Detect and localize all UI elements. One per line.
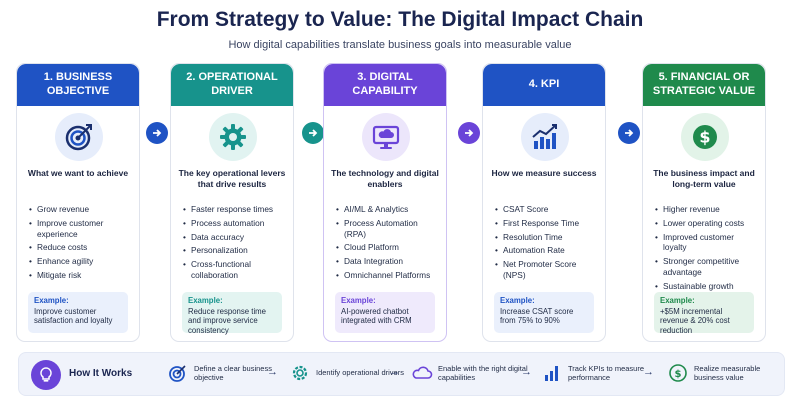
step-define-objective: Define a clear business objective: [167, 362, 286, 384]
list-item: Lower operating costs: [655, 218, 759, 229]
card-header: 5. FINANCIAL OR STRATEGIC VALUE: [643, 64, 765, 106]
list-item: Mitigate risk: [29, 270, 133, 281]
arrow-right-icon: →: [643, 366, 654, 378]
example-title: Example:: [188, 296, 223, 305]
example-box: Example: Increase CSAT score from 75% to…: [494, 292, 594, 333]
step-text: Identify operational drivers: [316, 368, 404, 378]
example-title: Example:: [660, 296, 695, 305]
list-item: Enhance agility: [29, 256, 133, 267]
cloud-monitor-icon: [362, 113, 410, 161]
page-title: From Strategy to Value: The Digital Impa…: [156, 8, 644, 31]
card-header: 2. OPERATIONAL DRIVER: [171, 64, 293, 106]
list-item: Net Promoter Score (NPS): [495, 259, 599, 281]
page-subtitle: How digital capabilities translate busin…: [228, 39, 572, 51]
list-item: Reduce costs: [29, 242, 133, 253]
card-subtitle: The business impact and long-term value: [653, 168, 755, 190]
arrow-right-icon: →: [521, 366, 532, 378]
card-list: Grow revenue Improve customer experience…: [29, 204, 133, 284]
card-list: Faster response times Process automation…: [183, 204, 287, 284]
dollar-icon: $: [667, 362, 689, 384]
list-item: Improved customer loyalty: [655, 232, 759, 254]
bar-chart-icon: [521, 113, 569, 161]
target-icon: [167, 362, 189, 384]
list-item: Automation Rate: [495, 245, 599, 256]
bar-chart-icon: [541, 362, 563, 384]
how-it-works-label: How It Works: [69, 368, 133, 379]
step-realize-value: $ Realize measurable business value: [667, 362, 776, 384]
target-icon: [55, 113, 103, 161]
list-item: Process automation: [183, 218, 287, 229]
step-text: Enable with the right digital capabiliti…: [438, 363, 528, 382]
card-list: Higher revenue Lower operating costs Imp…: [655, 204, 759, 294]
card-subtitle: How we measure success: [491, 168, 597, 178]
example-text: AI-powered chatbot integrated with CRM: [341, 306, 412, 326]
step-enable-capabilities: Enable with the right digital capabiliti…: [411, 362, 530, 384]
list-item: Cloud Platform: [336, 242, 440, 253]
svg-text:$: $: [699, 128, 710, 147]
gear-icon: [209, 113, 257, 161]
step-text: Track KPIs to measure performance: [568, 363, 644, 382]
list-item: Improve customer experience: [29, 218, 133, 240]
example-text: Improve customer satisfaction and loyalt…: [34, 306, 113, 326]
list-item: AI/ML & Analytics: [336, 204, 440, 215]
step-text: Realize measurable business value: [694, 363, 761, 382]
arrow-right-icon: [146, 122, 168, 144]
card-digital-capability: 3. DIGITAL CAPABILITY The technology and…: [323, 63, 447, 342]
card-financial-value: 5. FINANCIAL OR STRATEGIC VALUE $ The bu…: [642, 63, 766, 342]
card-header: 3. DIGITAL CAPABILITY: [324, 64, 446, 106]
example-box: Example: Improve customer satisfaction a…: [28, 292, 128, 333]
card-subtitle: What we want to achieve: [27, 168, 129, 178]
list-item: CSAT Score: [495, 204, 599, 215]
example-box: Example: Reduce response time and improv…: [182, 292, 282, 336]
list-item: Stronger competitive advantage: [655, 256, 759, 278]
card-header: 1. BUSINESS OBJECTIVE: [17, 64, 139, 106]
list-item: Omnichannel Platforms: [336, 270, 440, 281]
example-box: Example: AI-powered chatbot integrated w…: [335, 292, 435, 333]
gear-icon: [289, 362, 311, 384]
how-it-works-bar: How It Works Define a clear business obj…: [18, 352, 785, 396]
arrow-right-icon: →: [389, 366, 400, 378]
card-operational-driver: 2. OPERATIONAL DRIVER The key operationa…: [170, 63, 294, 342]
card-subtitle: The technology and digital enablers: [331, 168, 439, 190]
list-item: Resolution Time: [495, 232, 599, 243]
list-item: Sustainable growth: [655, 281, 759, 292]
svg-text:$: $: [675, 369, 682, 380]
list-item: Faster response times: [183, 204, 287, 215]
list-item: First Response Time: [495, 218, 599, 229]
arrow-right-icon: →: [267, 366, 278, 378]
list-item: Personalization: [183, 245, 287, 256]
card-business-objective: 1. BUSINESS OBJECTIVE What we want to ac…: [16, 63, 140, 342]
list-item: Data accuracy: [183, 232, 287, 243]
arrow-right-icon: [302, 122, 324, 144]
card-header: 4. KPI: [483, 64, 605, 106]
lightbulb-icon: [31, 360, 61, 390]
example-box: Example: +$5M incremental revenue & 20% …: [654, 292, 754, 336]
step-track-kpis: Track KPIs to measure performance: [541, 362, 660, 384]
example-text: Reduce response time and improve service…: [188, 306, 267, 336]
list-item: Data Integration: [336, 256, 440, 267]
example-title: Example:: [341, 296, 376, 305]
dollar-icon: $: [681, 113, 729, 161]
example-title: Example:: [500, 296, 535, 305]
cloud-icon: [411, 362, 433, 384]
card-list: AI/ML & Analytics Process Automation (RP…: [336, 204, 440, 284]
list-item: Process Automation (RPA): [336, 218, 440, 240]
arrow-right-icon: [458, 122, 480, 144]
list-item: Higher revenue: [655, 204, 759, 215]
card-kpi: 4. KPI How we measure success CSAT Score…: [482, 63, 606, 342]
example-title: Example:: [34, 296, 69, 305]
example-text: +$5M incremental revenue & 20% cost redu…: [660, 306, 730, 336]
list-item: Cross-functional collaboration: [183, 259, 287, 281]
example-text: Increase CSAT score from 75% to 90%: [500, 306, 574, 326]
arrow-right-icon: [618, 122, 640, 144]
card-list: CSAT Score First Response Time Resolutio…: [495, 204, 599, 284]
card-subtitle: The key operational levers that drive re…: [178, 168, 286, 190]
step-identify-drivers: Identify operational drivers: [289, 362, 408, 384]
step-text: Define a clear business objective: [194, 363, 272, 382]
list-item: Grow revenue: [29, 204, 133, 215]
